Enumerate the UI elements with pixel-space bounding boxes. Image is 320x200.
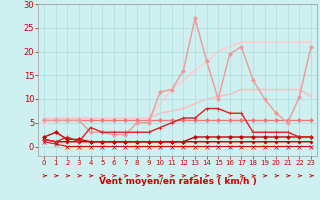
X-axis label: Vent moyen/en rafales ( km/h ): Vent moyen/en rafales ( km/h ) <box>99 177 256 186</box>
